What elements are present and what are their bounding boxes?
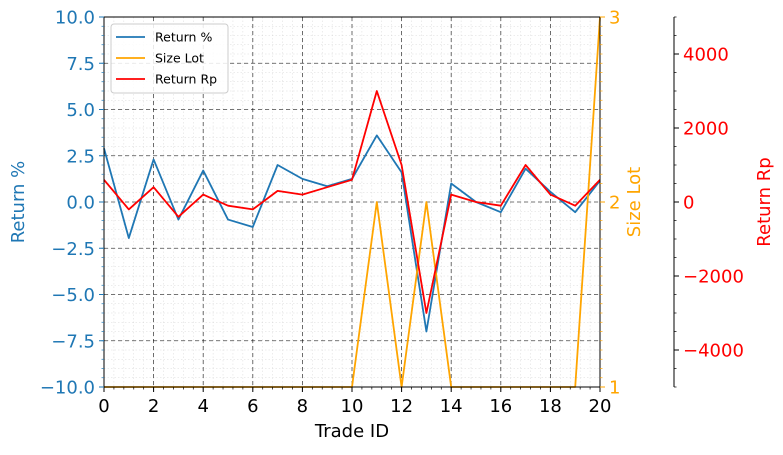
return-rp-tick-label: 4000	[683, 45, 729, 66]
left-tick-label: −7.5	[51, 331, 95, 352]
x-tick-label: 0	[98, 396, 109, 417]
size-lot-tick-label: 3	[609, 8, 620, 29]
x-tick-label: 10	[341, 396, 364, 417]
left-tick-label: −5.0	[51, 285, 95, 306]
x-tick-label: 4	[197, 396, 208, 417]
size-lot-tick-label: 2	[609, 193, 620, 214]
left-tick-label: 7.5	[66, 54, 95, 75]
return-rp-tick-label: −4000	[683, 341, 744, 362]
size-lot-axis-label: Size Lot	[624, 167, 645, 237]
x-tick-label: 16	[489, 396, 512, 417]
legend-label-2: Size Lot	[155, 51, 204, 66]
legend: Return % Size Lot Return Rp	[110, 23, 229, 94]
x-axis-label: Trade ID	[314, 421, 389, 442]
return-rp-tick-label: −2000	[683, 267, 744, 288]
return-rp-tick-label: 2000	[683, 119, 729, 140]
legend-box	[110, 23, 229, 94]
left-tick-label: −2.5	[51, 239, 95, 260]
left-tick-label: −10.0	[40, 378, 95, 399]
x-tick-label: 12	[390, 396, 413, 417]
x-tick-label: 20	[589, 396, 612, 417]
x-tick-label: 2	[148, 396, 159, 417]
legend-label-1: Return %	[155, 30, 212, 45]
return-rp-tick-label: 0	[683, 193, 694, 214]
left-tick-label: 5.0	[66, 100, 95, 121]
x-tick-label: 8	[297, 396, 308, 417]
left-tick-label: 2.5	[66, 146, 95, 167]
left-axis-label: Return %	[8, 161, 29, 244]
x-tick-label: 18	[539, 396, 562, 417]
legend-label-3: Return Rp	[155, 72, 217, 87]
series-line-3	[103, 90, 601, 314]
size-lot-tick-label: 1	[609, 378, 620, 399]
x-tick-label: 14	[440, 396, 463, 417]
return-rp-axis-label: Return Rp	[754, 157, 775, 246]
left-tick-label: 10.0	[55, 8, 95, 29]
left-tick-label: 0.0	[66, 193, 95, 214]
x-tick-label: 6	[247, 396, 258, 417]
